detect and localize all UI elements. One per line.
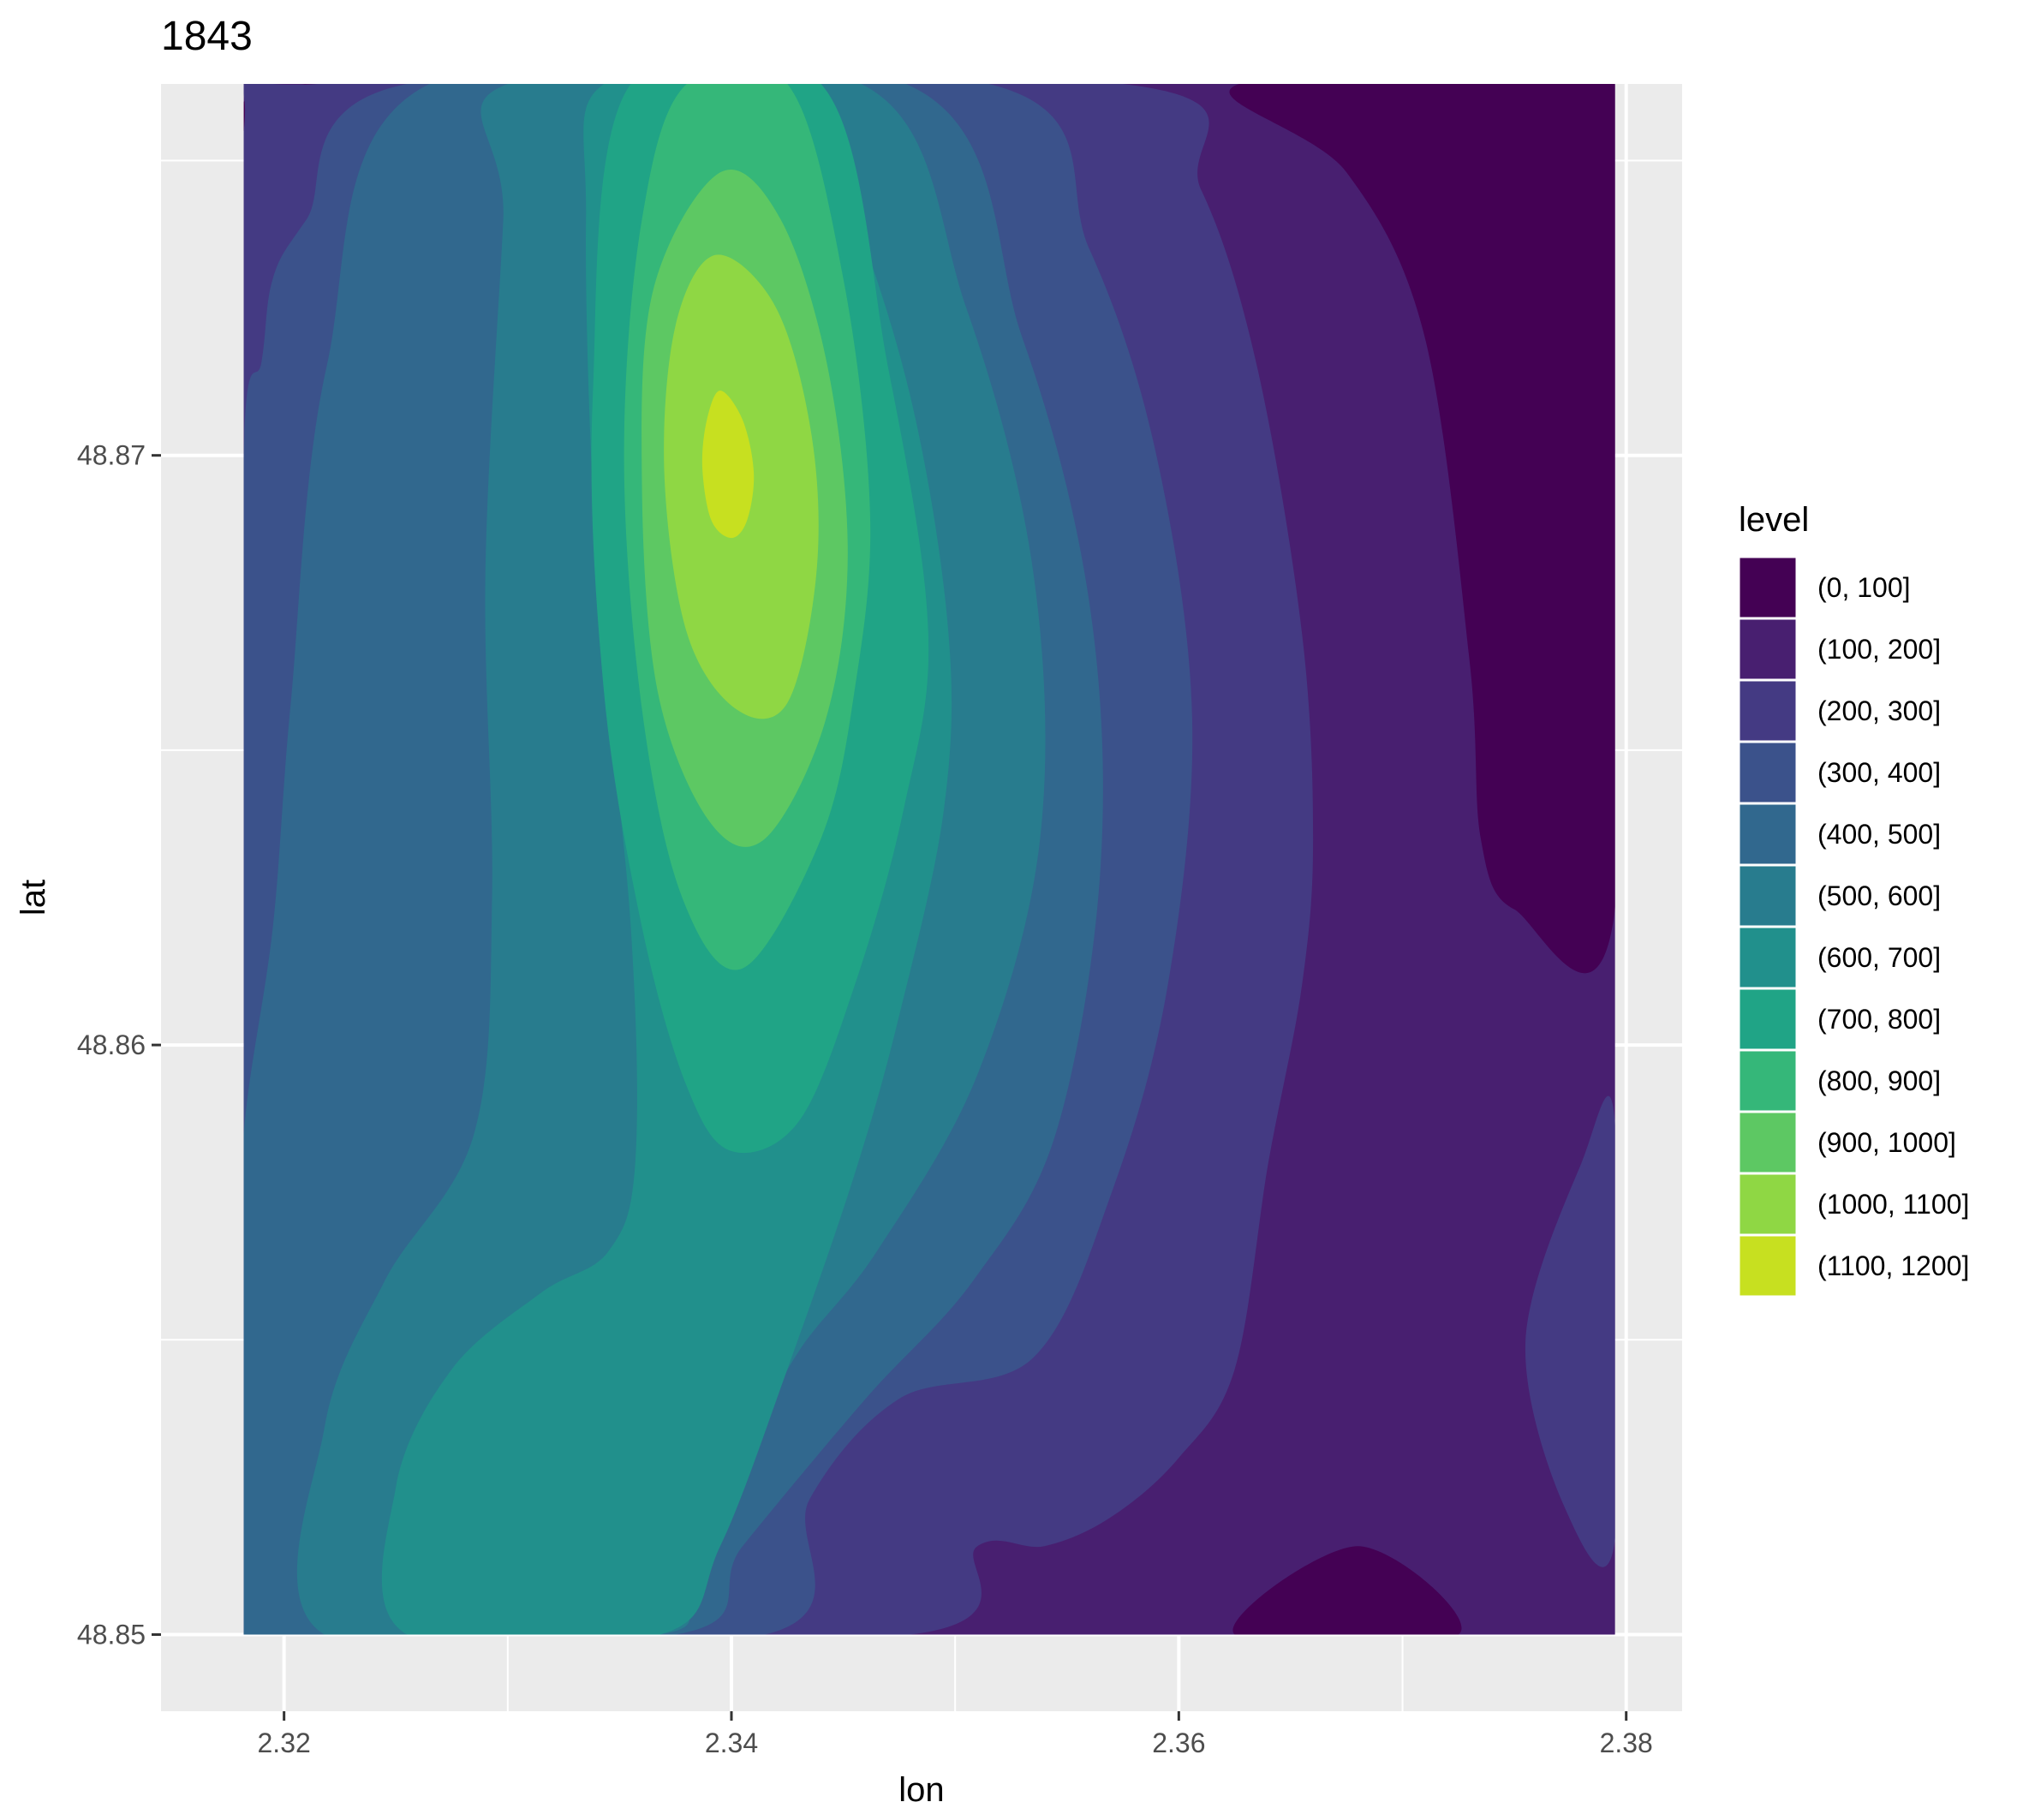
legend-label: (0, 100] (1817, 572, 1911, 603)
legend-key (1737, 802, 1799, 867)
legend-label: (300, 400] (1817, 757, 1941, 788)
legend-key (1737, 1233, 1799, 1298)
y-tick-label: 48.87 (77, 440, 146, 471)
contour-band-4 (1525, 1095, 1615, 1567)
legend-label: (100, 200] (1817, 634, 1941, 665)
x-tick-label: 2.38 (1600, 1728, 1653, 1758)
legend-label: (800, 900] (1817, 1065, 1941, 1096)
legend-label: (1000, 1100] (1817, 1189, 1969, 1220)
legend-title: level (1739, 501, 1809, 539)
legend-label: (400, 500] (1817, 819, 1941, 850)
legend-label: (600, 700] (1817, 942, 1941, 973)
y-axis: 48.85 48.86 48.87 (77, 440, 161, 1650)
y-tick-label: 48.86 (77, 1029, 146, 1060)
legend-key (1737, 925, 1799, 990)
legend-key (1737, 555, 1799, 620)
x-axis: 2.32 2.34 2.36 2.38 (258, 1711, 1653, 1758)
legend-key (1737, 1172, 1799, 1237)
legend: level (0, 100] (100, 200] (200, 300] (300, … (1737, 501, 1969, 1298)
chart-title: 1843 (161, 14, 253, 59)
legend-key (1737, 678, 1799, 743)
legend-key (1737, 1048, 1799, 1113)
contour-band-1 (1229, 84, 1615, 974)
legend-label: (900, 1000] (1817, 1127, 1956, 1158)
legend-key (1737, 617, 1799, 682)
legend-label: (1100, 1200] (1817, 1250, 1969, 1281)
contour-band-14 (701, 391, 755, 539)
legend-label: (700, 800] (1817, 1004, 1941, 1035)
legend-key (1737, 863, 1799, 928)
legend-key (1737, 1110, 1799, 1175)
legend-key (1737, 740, 1799, 805)
legend-label: (500, 600] (1817, 880, 1941, 911)
contour-band-3 (1232, 1546, 1462, 1635)
x-tick-label: 2.36 (1152, 1728, 1205, 1758)
contour-fills (243, 84, 1615, 1635)
x-axis-title: lon (898, 1771, 944, 1809)
x-tick-label: 2.34 (705, 1728, 758, 1758)
x-tick-label: 2.32 (258, 1728, 311, 1758)
y-axis-title: lat (15, 880, 52, 916)
legend-key (1737, 987, 1799, 1052)
legend-label: (200, 300] (1817, 695, 1941, 726)
y-tick-label: 48.85 (77, 1620, 146, 1650)
